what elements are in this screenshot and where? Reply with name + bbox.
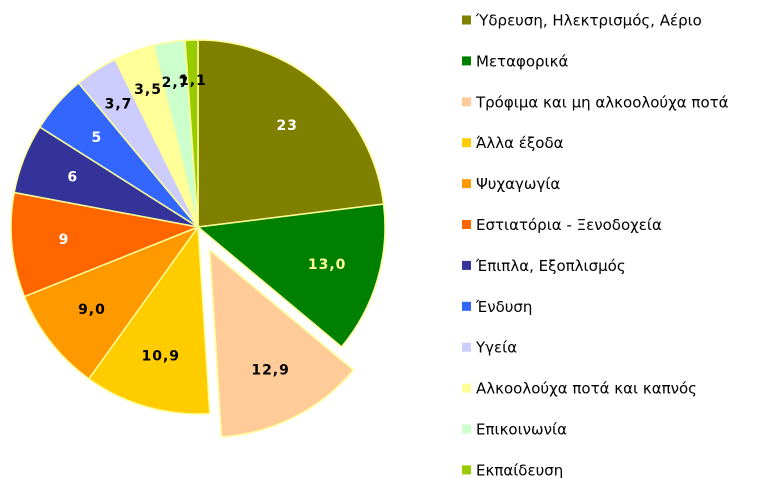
legend-swatch [462,301,471,311]
pie-slice [208,248,355,438]
legend-swatch [462,179,471,189]
value-label: 10,9 [141,348,180,364]
legend-swatch [462,138,471,148]
legend-label: Υγεία [475,339,517,357]
legend-swatch [462,260,471,270]
legend-swatch [462,97,471,107]
value-label: 3,7 [105,97,133,113]
value-label: 12,9 [251,362,290,378]
legend-label: Ένδυση [475,298,532,316]
legend-label: Εστιατόρια - Ξενοδοχεία [476,216,662,234]
value-label: 23 [276,118,297,134]
legend-swatch [462,220,471,229]
legend-label: Τρόφιμα και μη αλκοολούχα ποτά [475,93,729,111]
value-label: 6 [67,170,78,186]
legend-swatch [462,15,471,25]
legend-label: Μεταφορικά [476,52,568,70]
pie-slice [87,224,211,415]
legend-swatch [462,465,471,475]
pie-slice [197,39,385,228]
value-label: 2,7 [162,75,190,91]
legend-swatch [462,342,471,352]
legend-swatch [462,424,471,434]
value-label: 3,5 [134,82,162,98]
legend-label: Εκπαίδευση [476,461,563,478]
legend-label: Αλκοολούχα ποτά και καπνός [476,380,697,398]
legend-label: Ύδρευση, Ηλεκτρισμός, Αέριο [475,12,702,30]
value-label: 9,0 [78,302,106,318]
legend-swatch [462,383,471,393]
value-label: 1,1 [179,73,207,89]
value-label: 13,0 [308,257,347,273]
value-label: 5 [91,130,102,146]
legend-label: Έπιπλα, Εξοπλισμός [475,257,626,275]
legend-label: Άλλα έξοδα [476,134,564,152]
value-label: 9 [59,232,70,248]
legend-label: Ψυχαγωγία [476,175,560,193]
pie-slice [23,225,201,380]
pie-slice [184,39,199,228]
legend-label: Επικοινωνία [476,421,567,439]
legend-swatch [462,56,471,66]
pie-slice [196,203,386,348]
